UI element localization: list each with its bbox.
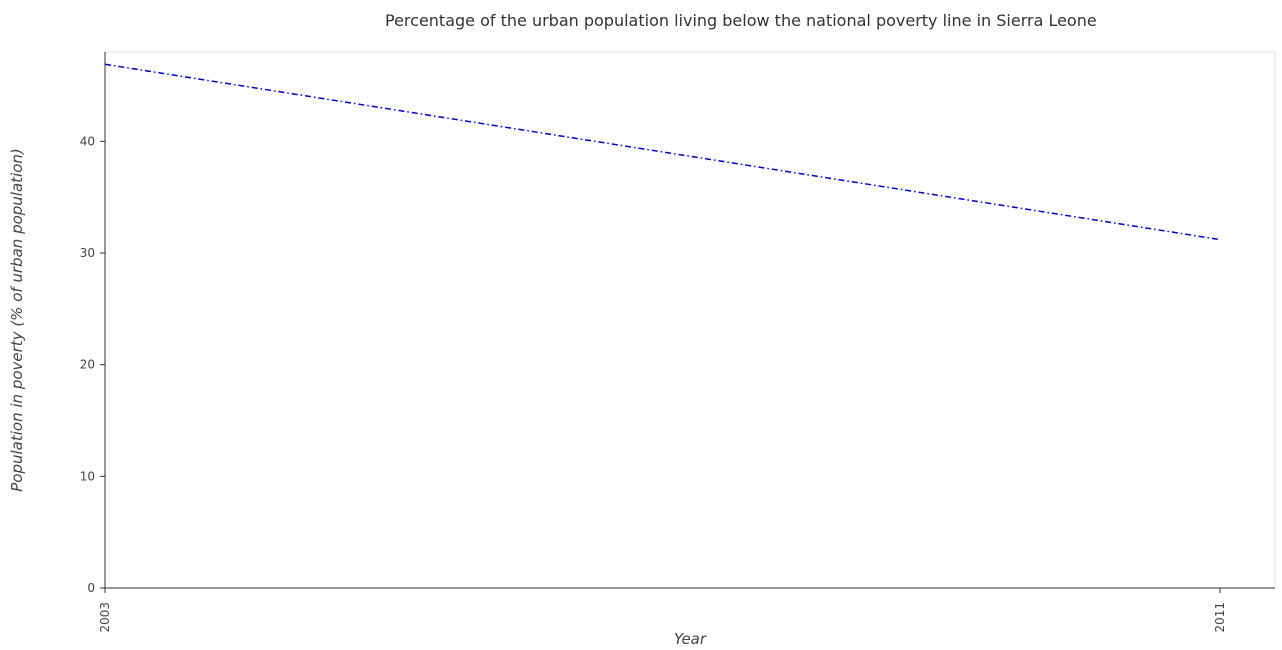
x-tick-label: 2011: [1213, 602, 1227, 633]
y-axis-ticks: 0 10 20 30 40: [80, 134, 105, 595]
plot-frame: [104, 51, 1276, 589]
series-group: [104, 63, 1221, 241]
y-tick-label: 0: [87, 581, 95, 595]
chart-title: Percentage of the urban population livin…: [385, 11, 1097, 30]
x-axis-ticks: 2003 2011: [98, 588, 1227, 633]
y-tick-label: 20: [80, 358, 95, 372]
y-tick-label: 30: [80, 246, 95, 260]
y-tick-label: 10: [80, 469, 95, 483]
series-line: [104, 63, 1221, 241]
y-tick-label: 40: [80, 134, 95, 148]
x-axis-label: Year: [674, 630, 707, 648]
x-tick-label: 2003: [98, 602, 112, 633]
y-axis-label: Population in poverty (% of urban popula…: [8, 148, 26, 491]
